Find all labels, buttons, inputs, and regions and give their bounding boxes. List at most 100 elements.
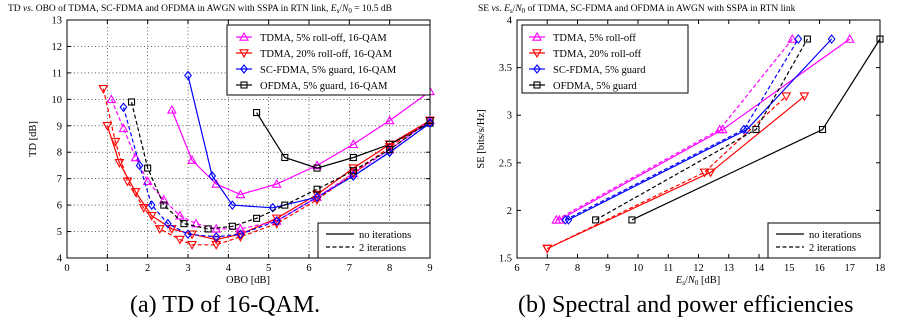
chart-a-style-legend: no iterations 2 iterations (317, 222, 431, 259)
data-point (187, 241, 197, 250)
y-tick-label: 8 (57, 148, 62, 159)
series-1 (166, 86, 435, 199)
chart-b-series (542, 33, 884, 254)
chart-b-style-legend-box (767, 222, 881, 259)
y-tick-label: 7 (57, 174, 62, 185)
y-tick-label: 4 (57, 254, 63, 265)
data-point (114, 159, 125, 168)
data-point (787, 33, 798, 43)
data-point (281, 153, 289, 162)
data-point (628, 216, 636, 224)
chart-a-legend: TDMA, 5% roll-off, 16-QAM TDMA, 20% roll-… (226, 24, 431, 96)
data-point (228, 200, 237, 210)
x-tick-label: 15 (784, 263, 795, 274)
y-tick-label: 6 (57, 201, 62, 212)
data-point (827, 34, 836, 44)
data-point (272, 216, 281, 226)
x-tick-label: 1 (105, 263, 110, 274)
x-tick-label: 2 (145, 263, 150, 274)
x-tick-label: 4 (226, 263, 232, 274)
x-tick-label: 0 (64, 263, 69, 274)
data-point (384, 143, 395, 153)
data-point (130, 152, 141, 162)
x-tick-label: 14 (754, 263, 765, 274)
data-point (211, 178, 222, 188)
data-point (122, 177, 133, 187)
data-point (739, 124, 748, 135)
series-line (102, 88, 431, 246)
chart-b-style-legend: no iterations 2 iterations (767, 222, 881, 259)
x-tick-label: 11 (663, 263, 673, 274)
series-line (122, 107, 431, 238)
style-legend-label: no iterations (359, 230, 411, 241)
data-point (166, 104, 177, 114)
data-point (208, 171, 217, 181)
data-point (180, 220, 188, 228)
data-point (794, 34, 803, 44)
series-line (595, 38, 808, 221)
data-point (386, 146, 394, 154)
data-point (187, 155, 197, 164)
data-point (160, 201, 168, 209)
chart-a-xlabel: OBO [dB] (226, 275, 270, 286)
legend-label: TDMA, 20% roll-off (553, 49, 642, 60)
data-point (803, 35, 811, 43)
y-tick-label: 2 (507, 206, 512, 217)
x-tick-label: 18 (875, 263, 886, 274)
data-point (212, 231, 221, 242)
legend-marker (532, 31, 542, 41)
legend-label: SC-FDMA, 5% guard, 16-QAM (260, 65, 397, 76)
data-point (174, 210, 185, 220)
legend-marker (239, 31, 249, 41)
chart-a-style-legend-box (317, 222, 431, 259)
caption-a: (a) TD of 16-QAM. (130, 292, 320, 318)
series-8 (592, 35, 811, 224)
legend-label: TDMA, 5% roll-off (553, 33, 636, 44)
chart-a-ylabel: TD [dB] (28, 121, 39, 157)
data-point (144, 164, 152, 172)
data-point (349, 153, 357, 162)
x-tick-label: 3 (185, 263, 190, 274)
y-tick-label: 5 (57, 227, 62, 238)
y-tick-label: 4 (507, 16, 513, 27)
x-tick-label: 9 (427, 263, 432, 274)
data-point (235, 189, 246, 199)
data-point (253, 214, 261, 222)
data-point (142, 176, 153, 186)
chart-a-title: TD vs. OBO of TDMA, SC-FDMA and OFDMA in… (8, 3, 392, 15)
chart-b-ylabel: SE [bits/s/Hz] (476, 109, 487, 168)
data-point (271, 178, 282, 188)
chart-b-ticks: 6 7 8 9 10 11 12 13 14 15 16 17 18 1.5 2 2.5 3 3.5 4 (499, 16, 885, 275)
style-legend-label: 2 iterations (809, 243, 856, 254)
data-point (253, 109, 261, 117)
data-point (349, 171, 358, 181)
series-line (171, 90, 431, 196)
series-line (556, 38, 793, 221)
data-point (799, 92, 810, 102)
data-point (154, 225, 165, 235)
data-point (348, 139, 359, 149)
legend-marker (240, 64, 248, 74)
data-point (561, 215, 570, 225)
x-tick-label: 9 (605, 263, 610, 274)
data-point (844, 33, 855, 43)
x-tick-label: 8 (387, 263, 392, 274)
caption-b: (b) Spectral and power efficiencies (518, 292, 853, 318)
y-tick-label: 10 (52, 95, 63, 106)
x-tick-label: 17 (845, 263, 856, 274)
series-line (631, 38, 881, 221)
y-tick-label: 13 (52, 16, 63, 27)
data-point (174, 235, 185, 245)
data-point (592, 216, 600, 224)
series-line (565, 38, 799, 221)
data-point (184, 70, 192, 81)
data-point (426, 118, 434, 129)
data-point (818, 125, 827, 134)
data-point (781, 92, 792, 102)
style-legend-label: 2 iterations (359, 243, 406, 254)
series-line (547, 95, 787, 250)
data-point (752, 125, 760, 134)
x-tick-label: 6 (306, 263, 311, 274)
legend-marker (240, 81, 248, 89)
